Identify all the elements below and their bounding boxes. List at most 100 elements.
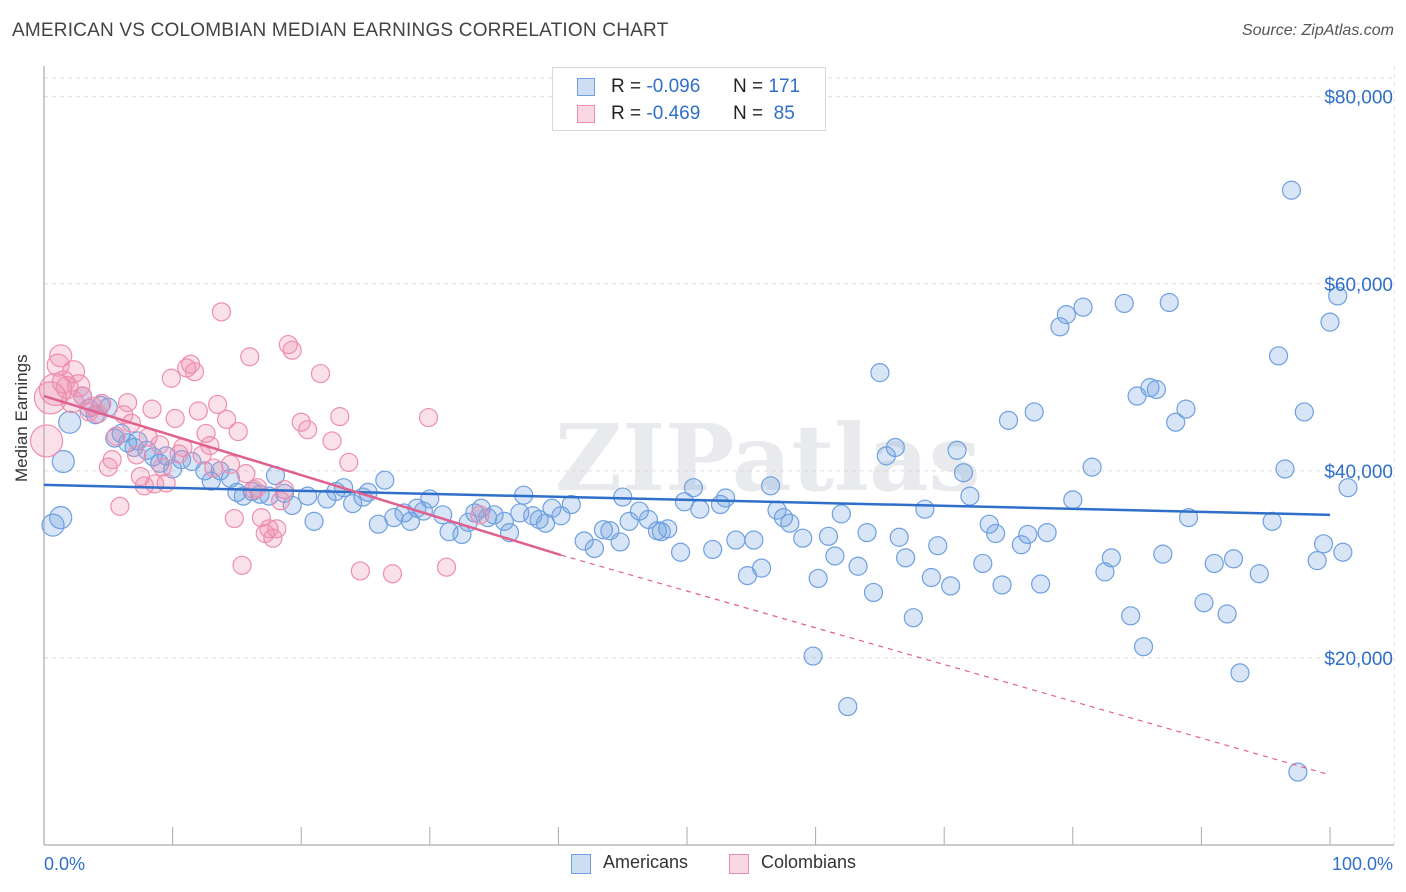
american-point bbox=[674, 492, 695, 512]
colombian-point bbox=[217, 409, 237, 430]
american-point bbox=[1082, 457, 1102, 477]
american-point bbox=[610, 532, 630, 552]
american-point bbox=[58, 410, 82, 434]
american-point bbox=[915, 499, 935, 519]
american-point bbox=[1101, 548, 1121, 568]
y-tick-label: $60,000 bbox=[1324, 275, 1393, 296]
american-point bbox=[715, 488, 736, 508]
american-point bbox=[885, 437, 905, 458]
american-point bbox=[1166, 412, 1186, 432]
colombian-point bbox=[350, 561, 370, 581]
x-tick-label: 100.0% bbox=[1332, 854, 1393, 874]
colombian-point bbox=[106, 426, 126, 446]
colombian-point bbox=[29, 424, 64, 458]
american-point bbox=[1159, 292, 1179, 313]
american-point bbox=[760, 476, 781, 496]
american-point bbox=[233, 486, 253, 506]
american-point bbox=[484, 505, 504, 525]
colombian-point bbox=[204, 458, 224, 478]
colombian-point bbox=[150, 435, 170, 455]
american-point bbox=[928, 536, 948, 556]
r-label: R = bbox=[611, 76, 642, 97]
y-tick-label: $20,000 bbox=[1324, 649, 1393, 670]
american-point bbox=[1176, 399, 1196, 419]
colombian-point bbox=[251, 508, 271, 528]
colombian-point bbox=[330, 407, 350, 427]
x-tick-label: 0.0% bbox=[44, 854, 85, 874]
american-point bbox=[304, 511, 324, 531]
american-point bbox=[818, 526, 839, 546]
colombian-point bbox=[184, 362, 205, 382]
american-point bbox=[670, 542, 691, 562]
axes bbox=[43, 66, 1394, 846]
colombian-point bbox=[196, 423, 216, 444]
colombian-trend-extension bbox=[560, 554, 1331, 776]
american-point bbox=[1095, 562, 1115, 582]
american-point bbox=[998, 410, 1019, 430]
colombian-point bbox=[240, 347, 260, 367]
american-point bbox=[825, 546, 845, 566]
american-point bbox=[863, 582, 884, 603]
colombian-point bbox=[263, 528, 283, 548]
legend-row-americans: R = -0.096 N = 171 bbox=[553, 74, 825, 102]
american-point bbox=[1056, 305, 1076, 325]
colombian-point bbox=[110, 496, 130, 516]
american-point bbox=[1294, 402, 1314, 422]
colombian-point bbox=[92, 393, 112, 414]
american-point bbox=[803, 646, 823, 666]
american-point bbox=[1140, 378, 1160, 398]
american-point bbox=[889, 527, 909, 547]
american-point bbox=[1328, 286, 1348, 306]
legend-label: Colombians bbox=[761, 852, 857, 872]
american-point bbox=[744, 530, 764, 550]
american-point bbox=[1333, 542, 1353, 562]
colombian-trend-line bbox=[43, 394, 562, 557]
american-point bbox=[1338, 478, 1358, 498]
american-point bbox=[941, 576, 961, 596]
colombian-point bbox=[211, 302, 232, 322]
american-point bbox=[1204, 553, 1224, 574]
american-point bbox=[848, 556, 868, 576]
american-point bbox=[1281, 180, 1302, 200]
colombian-point bbox=[271, 491, 291, 511]
american-point bbox=[1050, 317, 1070, 337]
colombian-point bbox=[200, 435, 220, 456]
colombian-point bbox=[298, 420, 318, 440]
n-label: N = bbox=[733, 103, 764, 124]
american-point bbox=[494, 511, 514, 531]
american-point bbox=[1037, 522, 1057, 543]
american-point bbox=[683, 478, 704, 498]
colombian-point bbox=[310, 363, 331, 384]
colombian-point bbox=[220, 454, 241, 474]
american-point bbox=[49, 506, 73, 530]
colombians-swatch bbox=[577, 105, 595, 123]
american-point bbox=[1114, 293, 1134, 314]
american-point bbox=[973, 553, 993, 574]
american-point bbox=[986, 523, 1006, 544]
n-value: 85 bbox=[773, 103, 795, 124]
american-point bbox=[1262, 511, 1282, 531]
american-point bbox=[1121, 606, 1141, 626]
american-point bbox=[1063, 490, 1083, 510]
american-point bbox=[1194, 593, 1214, 613]
legend-row-colombians: R = -0.469 N = 85 bbox=[553, 101, 825, 129]
american-point bbox=[658, 519, 678, 539]
american-point bbox=[1320, 312, 1340, 332]
colombian-point bbox=[188, 401, 208, 421]
colombian-point bbox=[208, 394, 228, 415]
american-point bbox=[1153, 544, 1173, 564]
colombian-point bbox=[152, 457, 172, 477]
r-label: R = bbox=[611, 103, 642, 124]
american-point bbox=[703, 539, 723, 560]
colombian-point bbox=[67, 374, 91, 398]
american-point bbox=[1146, 379, 1166, 400]
correlation-legend: R = -0.096 N = 171 R = -0.469 N = 85 bbox=[552, 67, 826, 131]
source-note: Source: ZipAtlas.com bbox=[1241, 22, 1394, 39]
american-point bbox=[726, 530, 746, 550]
american-point bbox=[1217, 604, 1237, 624]
legend-label: Americans bbox=[603, 852, 689, 872]
american-point bbox=[903, 608, 923, 628]
colombian-point bbox=[247, 478, 268, 498]
colombian-point bbox=[418, 407, 439, 428]
data-points bbox=[29, 180, 1358, 782]
